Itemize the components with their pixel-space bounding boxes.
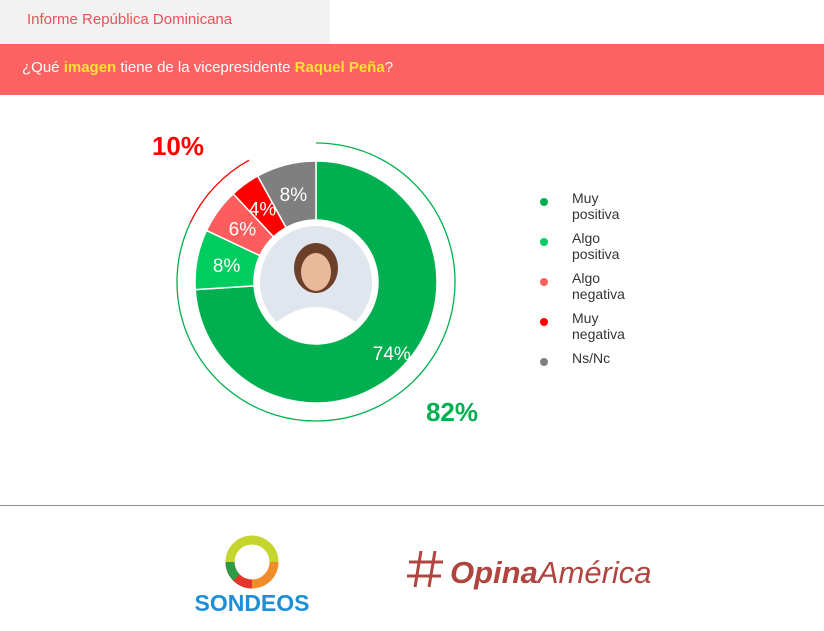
legend-label: Muy positiva bbox=[572, 190, 620, 222]
sondeos-logo: SONDEOS bbox=[194, 535, 310, 615]
question-text: ¿Qué imagen tiene de la vicepresidente R… bbox=[22, 59, 393, 76]
report-tab: Informe República Dominicana bbox=[0, 0, 330, 44]
legend-label: Algo negativa bbox=[572, 270, 625, 302]
portrait-shirt bbox=[274, 307, 358, 343]
group-label: 10% bbox=[152, 131, 204, 161]
slice-label: 6% bbox=[229, 220, 257, 241]
legend-label: Ns/Nc bbox=[572, 350, 611, 366]
footer-divider bbox=[0, 505, 824, 506]
question-banner: ¿Qué imagen tiene de la vicepresidente R… bbox=[0, 44, 824, 95]
legend-label: Algo positiva bbox=[572, 230, 620, 262]
question-part-0: ¿Qué bbox=[22, 59, 64, 76]
opina-america-text: OpinaAmérica bbox=[450, 555, 652, 590]
slice-label: 74% bbox=[373, 344, 411, 365]
legend-dot-icon bbox=[540, 358, 548, 366]
group-label: 82% bbox=[426, 397, 478, 427]
report-title: Informe República Dominicana bbox=[27, 11, 233, 28]
donut-chart: 74%8%6%4%8%82%10% bbox=[152, 131, 478, 427]
sondeos-logo-text: SONDEOS bbox=[194, 590, 309, 615]
legend-dot-icon bbox=[540, 318, 548, 326]
question-part-3: Raquel Peña bbox=[294, 59, 385, 76]
legend-dot-icon bbox=[540, 238, 548, 246]
slice-ns-nc bbox=[256, 160, 317, 229]
legend-dot-icon bbox=[540, 198, 548, 206]
legend-label: Muy negativa bbox=[572, 310, 625, 342]
slice-label: 8% bbox=[213, 256, 241, 277]
opina-america-logo: OpinaAmérica bbox=[407, 550, 652, 590]
group-arc bbox=[189, 159, 250, 224]
question-part-1: imagen bbox=[63, 59, 117, 76]
hashtag-icon bbox=[407, 550, 443, 588]
legend-dot-icon bbox=[540, 278, 548, 286]
slice-label: 8% bbox=[280, 185, 308, 206]
slice-label: 4% bbox=[249, 199, 277, 220]
group-arc bbox=[176, 142, 456, 422]
portrait-face bbox=[301, 253, 331, 291]
question-part-2: tiene de la vicepresidente bbox=[116, 59, 295, 76]
slice-muy-positiva bbox=[194, 160, 438, 404]
question-part-4: ? bbox=[384, 59, 394, 76]
